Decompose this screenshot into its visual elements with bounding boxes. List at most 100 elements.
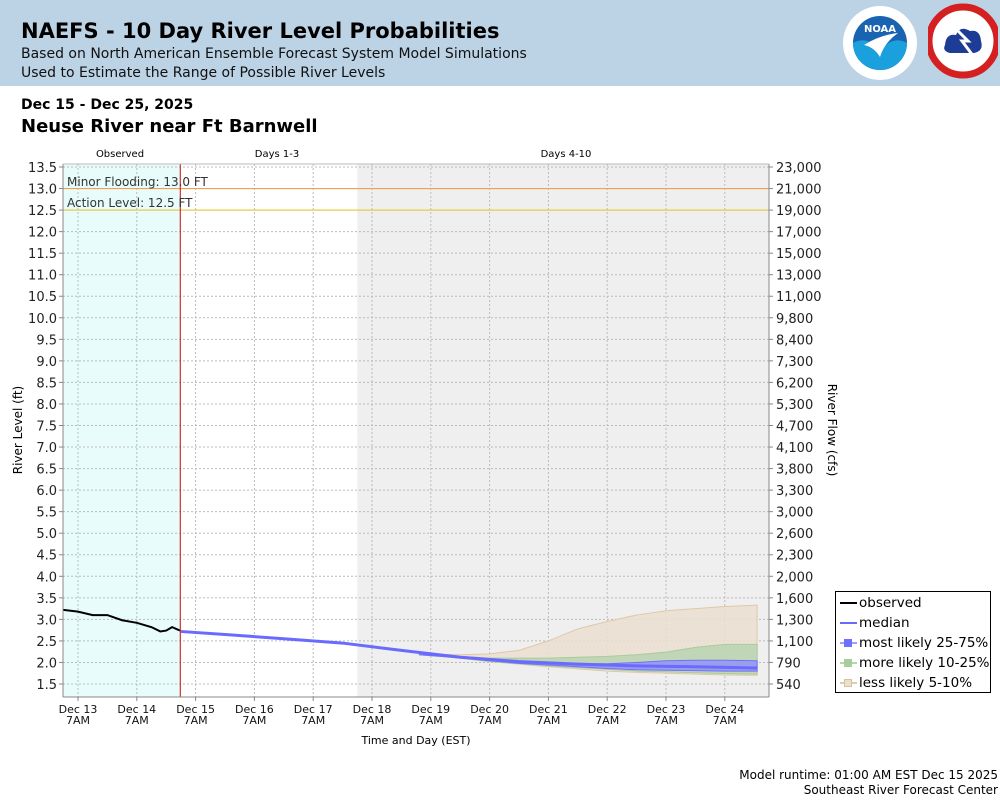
x-tick-label: 7AM <box>536 714 560 727</box>
section-label-days-1-3: Days 1-3 <box>255 149 299 160</box>
y2-tick-label: 8,400 <box>776 333 813 348</box>
x-tick-label: Dec 13 <box>59 703 98 716</box>
y2-tick-label: 7,300 <box>776 355 813 370</box>
y-tick-label: 8.0 <box>36 398 57 413</box>
x-tick-label: 7AM <box>654 714 678 727</box>
y-tick-label: 11.5 <box>28 247 57 262</box>
x-tick-label: Dec 24 <box>705 703 744 716</box>
legend-item-observed: observed <box>840 593 922 613</box>
y2-tick-label: 19,000 <box>776 204 822 219</box>
y-tick-label: 6.0 <box>36 484 57 499</box>
y-tick-label: 13.0 <box>28 183 57 198</box>
y2-tick-label: 6,200 <box>776 376 813 391</box>
y2-tick-label: 15,000 <box>776 247 822 262</box>
x-tick-label: 7AM <box>242 714 266 727</box>
x-tick-label: Dec 21 <box>529 703 568 716</box>
chart-title: Neuse River near Ft Barnwell <box>21 116 318 137</box>
x-tick-label: Dec 17 <box>294 703 333 716</box>
forecast-center: Southeast River Forecast Center <box>803 783 998 797</box>
y-axis-label: River Level (ft) <box>11 386 25 474</box>
y-tick-label: 2.5 <box>36 635 57 650</box>
x-tick-label: 7AM <box>478 714 502 727</box>
y2-tick-label: 3,000 <box>776 506 813 521</box>
page-subtitle-2: Used to Estimate the Range of Possible R… <box>21 65 386 81</box>
y-tick-label: 2.0 <box>36 656 57 671</box>
y2-tick-label: 11,000 <box>776 290 822 305</box>
y-tick-label: 3.5 <box>36 592 57 607</box>
x-tick-label: 7AM <box>125 714 149 727</box>
y2-tick-label: 3,300 <box>776 484 813 499</box>
y2-tick-label: 1,100 <box>776 635 813 650</box>
y-tick-label: 9.0 <box>36 355 57 370</box>
y2-tick-label: 5,300 <box>776 398 813 413</box>
y2-tick-label: 23,000 <box>776 161 822 176</box>
model-runtime: Model runtime: 01:00 AM EST Dec 15 2025 <box>739 768 998 782</box>
x-tick-label: Dec 22 <box>588 703 627 716</box>
y-tick-label: 5.0 <box>36 527 57 542</box>
y2-axis-label: River Flow (cfs) <box>825 384 839 477</box>
y-tick-label: 9.5 <box>36 333 57 348</box>
y-tick-label: 12.5 <box>28 204 57 219</box>
y-tick-label: 4.0 <box>36 570 57 585</box>
y2-tick-label: 2,300 <box>776 549 813 564</box>
y2-tick-label: 13,000 <box>776 269 822 284</box>
y-tick-label: 7.5 <box>36 419 57 434</box>
legend: observed median most likely 25-75% more … <box>835 591 991 693</box>
legend-item-most-likely: most likely 25-75% <box>840 633 988 653</box>
y2-tick-label: 4,700 <box>776 419 813 434</box>
y2-tick-label: 540 <box>776 678 801 693</box>
x-tick-label: Dec 14 <box>117 703 156 716</box>
y2-tick-label: 1,300 <box>776 613 813 628</box>
y-tick-label: 6.5 <box>36 463 57 478</box>
noaa-logo-icon: NOAA <box>843 6 917 80</box>
observed-line <box>63 608 181 633</box>
y-tick-label: 11.0 <box>28 269 57 284</box>
x-tick-label: Dec 15 <box>176 703 215 716</box>
y2-tick-label: 4,100 <box>776 441 813 456</box>
y2-tick-label: 21,000 <box>776 183 822 198</box>
x-tick-label: 7AM <box>184 714 208 727</box>
y2-tick-label: 3,800 <box>776 463 813 478</box>
median-line <box>180 629 758 670</box>
x-tick-label: 7AM <box>301 714 325 727</box>
x-tick-label: Dec 20 <box>470 703 509 716</box>
y2-tick-label: 17,000 <box>776 226 822 241</box>
y2-tick-label: 790 <box>776 656 801 671</box>
x-tick-label: Dec 18 <box>353 703 392 716</box>
x-tick-label: 7AM <box>360 714 384 727</box>
svg-text:NOAA: NOAA <box>864 24 896 35</box>
legend-item-more-likely: more likely 10-25% <box>840 653 990 673</box>
x-tick-label: 7AM <box>713 714 737 727</box>
y-tick-label: 4.5 <box>36 549 57 564</box>
x-tick-label: Dec 19 <box>411 703 450 716</box>
y-tick-label: 10.0 <box>28 312 57 327</box>
x-tick-label: 7AM <box>66 714 90 727</box>
x-tick-label: Dec 23 <box>647 703 686 716</box>
y-tick-label: 10.5 <box>28 290 57 305</box>
x-tick-label: Dec 16 <box>235 703 274 716</box>
x-tick-label: 7AM <box>595 714 619 727</box>
y2-tick-label: 2,600 <box>776 527 813 542</box>
y2-tick-label: 1,600 <box>776 592 813 607</box>
nws-logo-icon <box>928 3 998 79</box>
y-tick-label: 12.0 <box>28 226 57 241</box>
x-axis-label: Time and Day (EST) <box>360 734 470 747</box>
threshold-label-minor-flooding: Minor Flooding: 13.0 FT <box>67 175 209 189</box>
y-tick-label: 13.5 <box>28 161 57 176</box>
legend-item-median: median <box>840 613 910 633</box>
y-tick-label: 5.5 <box>36 506 57 521</box>
x-tick-label: 7AM <box>419 714 443 727</box>
page-subtitle-1: Based on North American Ensemble Forecas… <box>21 46 527 62</box>
header-banner: NAEFS - 10 Day River Level Probabilities… <box>0 0 1000 86</box>
y-tick-label: 1.5 <box>36 678 57 693</box>
y-tick-label: 8.5 <box>36 376 57 391</box>
legend-item-less-likely: less likely 5-10% <box>840 673 972 693</box>
threshold-label-action: Action Level: 12.5 FT <box>67 196 193 210</box>
page-title: NAEFS - 10 Day River Level Probabilities <box>21 19 500 43</box>
section-label-observed: Observed <box>96 149 144 160</box>
y2-tick-label: 2,000 <box>776 570 813 585</box>
section-label-days-4-10: Days 4-10 <box>541 149 592 160</box>
observed-region <box>63 164 181 697</box>
y2-tick-label: 9,800 <box>776 312 813 327</box>
